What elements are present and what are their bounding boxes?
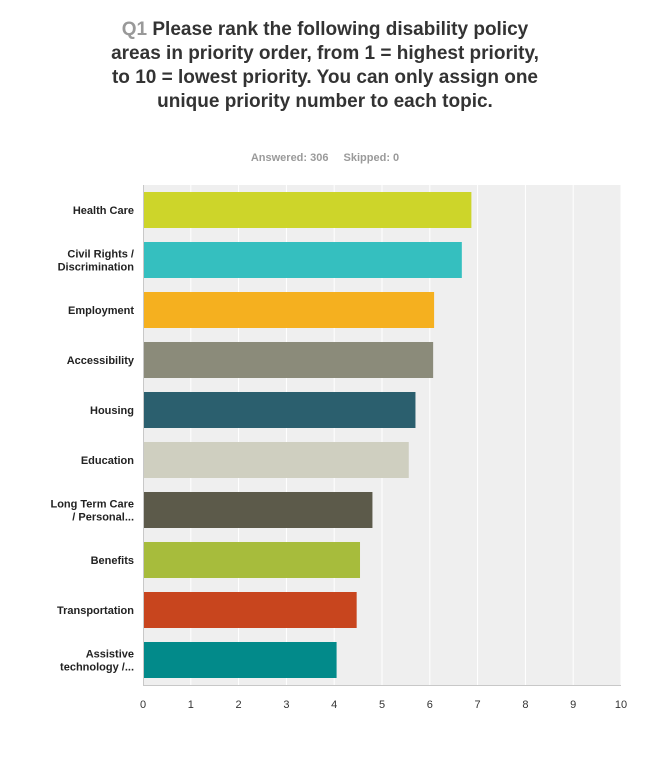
question-title: Q1 Please rank the following disability … [100,18,550,114]
category-label: Education [81,455,134,467]
bar [144,442,409,478]
category-label: Accessibility [67,355,135,367]
x-tick-label: 2 [236,699,242,711]
category-label: / Personal... [72,512,134,524]
x-tick-label: 1 [188,699,194,711]
category-label: Housing [90,405,134,417]
x-tick-label: 7 [475,699,481,711]
x-tick-label: 0 [140,699,146,711]
category-label: Employment [68,305,134,317]
category-label: technology /... [60,662,134,674]
category-label: Benefits [91,555,134,567]
category-label: Assistive [86,649,134,661]
x-tick-label: 3 [283,699,289,711]
bar [144,542,361,578]
x-tick-label: 6 [427,699,433,711]
bar [144,342,434,378]
question-number: Q1 [121,19,148,40]
bar [144,642,337,678]
category-label: Health Care [73,205,134,217]
x-tick-label: 4 [331,699,337,711]
category-label: Long Term Care [50,499,134,511]
bar [144,192,472,228]
category-label: Transportation [57,605,134,617]
answered-count: Answered: 306 [250,152,329,164]
skipped-count: Skipped: 0 [343,152,400,164]
x-tick-label: 9 [570,699,576,711]
question-text: Please rank the following disability pol… [111,19,539,112]
bar [144,492,373,528]
bar [144,592,357,628]
x-tick-label: 5 [379,699,385,711]
bar [144,242,462,278]
response-summary: Answered: 306 Skipped: 0 [0,152,650,164]
bar [144,392,416,428]
x-tick-label: 8 [522,699,528,711]
x-tick-label: 10 [615,699,627,711]
category-label: Civil Rights / [67,249,134,261]
bar [144,292,435,328]
category-label: Discrimination [58,262,135,274]
